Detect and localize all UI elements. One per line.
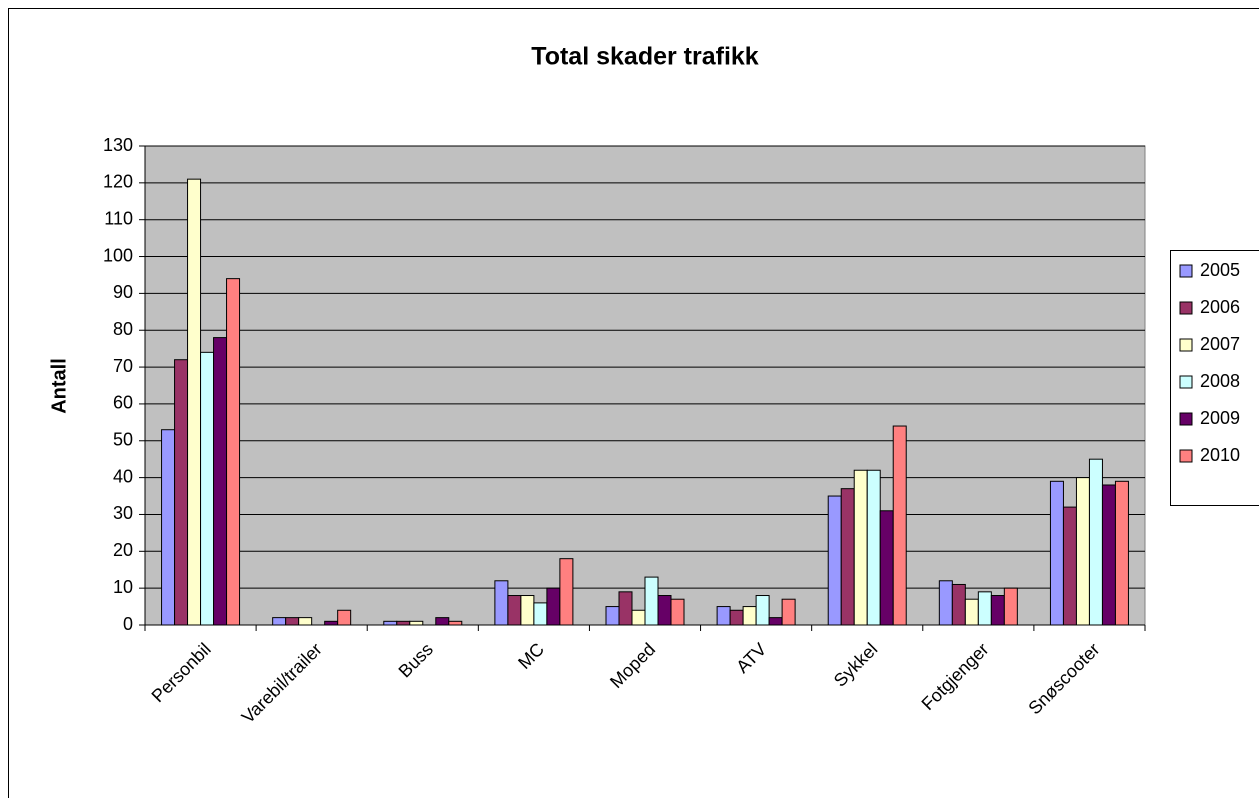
bar bbox=[938, 580, 953, 626]
bar bbox=[1003, 587, 1018, 626]
bar bbox=[161, 429, 176, 626]
bar bbox=[285, 617, 300, 626]
bar bbox=[1062, 506, 1077, 626]
y-tick-label: 120 bbox=[103, 172, 133, 192]
bar bbox=[781, 598, 796, 626]
bar bbox=[840, 488, 855, 626]
legend-swatch bbox=[1179, 375, 1193, 389]
bar bbox=[1075, 477, 1090, 626]
y-tick-label: 40 bbox=[113, 466, 133, 486]
bar bbox=[631, 609, 646, 626]
bar bbox=[951, 583, 966, 626]
bar bbox=[1114, 480, 1129, 626]
bar bbox=[187, 178, 202, 626]
bar bbox=[879, 510, 894, 626]
legend-swatch bbox=[1179, 412, 1193, 426]
bar bbox=[448, 620, 463, 626]
bar bbox=[892, 425, 907, 626]
bar bbox=[337, 609, 352, 626]
legend-label: 2006 bbox=[1200, 297, 1240, 317]
y-tick-label: 80 bbox=[113, 319, 133, 339]
legend-label: 2010 bbox=[1200, 445, 1240, 465]
bar bbox=[546, 587, 561, 626]
bar bbox=[507, 595, 522, 626]
bar bbox=[1088, 458, 1103, 626]
y-tick-label: 10 bbox=[113, 577, 133, 597]
bar bbox=[324, 620, 339, 626]
bar bbox=[533, 602, 548, 626]
bar bbox=[396, 620, 411, 626]
legend-swatch bbox=[1179, 301, 1193, 315]
bar bbox=[1101, 484, 1116, 626]
plot-area bbox=[144, 145, 1146, 626]
bar bbox=[520, 595, 535, 626]
bar bbox=[716, 606, 731, 626]
legend-label: 2005 bbox=[1200, 260, 1240, 280]
bar bbox=[213, 337, 228, 626]
bar bbox=[657, 595, 672, 626]
legend-swatch bbox=[1179, 264, 1193, 278]
legend-swatch bbox=[1179, 338, 1193, 352]
bar bbox=[670, 598, 685, 626]
chart-title: Total skader trafikk bbox=[531, 43, 759, 71]
bar bbox=[1049, 480, 1064, 626]
y-tick-label: 90 bbox=[113, 282, 133, 302]
y-tick-label: 60 bbox=[113, 393, 133, 413]
bar bbox=[853, 469, 868, 626]
bar bbox=[742, 606, 757, 626]
legend-label: 2007 bbox=[1200, 334, 1240, 354]
bar bbox=[990, 595, 1005, 626]
y-tick-label: 130 bbox=[103, 135, 133, 155]
bar bbox=[494, 580, 509, 626]
bar bbox=[298, 617, 313, 626]
y-tick-label: 100 bbox=[103, 245, 133, 265]
bar bbox=[435, 617, 450, 626]
y-tick-label: 50 bbox=[113, 430, 133, 450]
y-tick-label: 70 bbox=[113, 356, 133, 376]
bar bbox=[644, 576, 659, 626]
bar bbox=[226, 278, 241, 626]
bar bbox=[755, 595, 770, 626]
y-tick-label: 110 bbox=[104, 208, 133, 228]
y-axis-label: Antall bbox=[48, 358, 70, 414]
bar bbox=[409, 620, 424, 626]
bar bbox=[272, 617, 287, 626]
bar bbox=[618, 591, 633, 626]
bar bbox=[383, 620, 398, 626]
y-tick-label: 30 bbox=[113, 503, 133, 523]
y-tick-label: 20 bbox=[113, 540, 133, 560]
bar bbox=[200, 351, 215, 626]
bar bbox=[605, 606, 620, 626]
bar bbox=[964, 598, 979, 626]
bar bbox=[768, 617, 783, 626]
bar bbox=[866, 469, 881, 626]
y-tick-label: 0 bbox=[123, 614, 133, 634]
legend-label: 2009 bbox=[1200, 408, 1240, 428]
bar bbox=[559, 558, 574, 626]
legend-label: 2008 bbox=[1200, 371, 1240, 391]
bar bbox=[729, 609, 744, 626]
bar bbox=[827, 495, 842, 626]
legend-swatch bbox=[1179, 449, 1193, 463]
bar bbox=[174, 359, 189, 626]
bar bbox=[977, 591, 992, 626]
